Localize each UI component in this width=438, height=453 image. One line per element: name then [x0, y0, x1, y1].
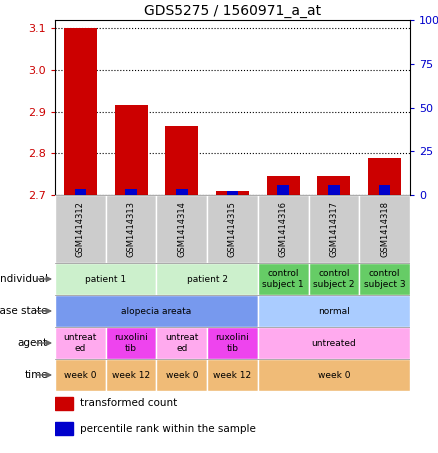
- Bar: [258, 327, 410, 359]
- Bar: [176, 189, 187, 195]
- Bar: [55, 397, 73, 410]
- Bar: [359, 263, 410, 295]
- Text: individual: individual: [0, 274, 48, 284]
- Bar: [55, 195, 106, 263]
- Bar: [115, 106, 148, 195]
- Bar: [106, 359, 156, 391]
- Bar: [258, 359, 410, 391]
- Bar: [156, 327, 207, 359]
- Text: percentile rank within the sample: percentile rank within the sample: [80, 424, 256, 434]
- Bar: [74, 189, 86, 195]
- Text: control
subject 2: control subject 2: [313, 269, 355, 289]
- Text: GSM1414312: GSM1414312: [76, 201, 85, 257]
- Bar: [328, 185, 340, 195]
- Text: control
subject 3: control subject 3: [364, 269, 406, 289]
- Bar: [165, 126, 198, 195]
- Bar: [55, 422, 73, 435]
- Text: GSM1414318: GSM1414318: [380, 201, 389, 257]
- Bar: [207, 359, 258, 391]
- Bar: [309, 263, 359, 295]
- Text: normal: normal: [318, 307, 350, 315]
- Text: agent: agent: [18, 338, 48, 348]
- Text: untreat
ed: untreat ed: [165, 333, 198, 353]
- Text: week 0: week 0: [64, 371, 97, 380]
- Text: week 12: week 12: [213, 371, 251, 380]
- Bar: [55, 295, 258, 327]
- Bar: [106, 195, 156, 263]
- Bar: [368, 158, 401, 195]
- Bar: [156, 263, 258, 295]
- Bar: [277, 185, 289, 195]
- Text: transformed count: transformed count: [80, 399, 177, 409]
- Text: ruxolini
tib: ruxolini tib: [114, 333, 148, 353]
- Text: week 12: week 12: [112, 371, 150, 380]
- Bar: [227, 191, 238, 195]
- Bar: [125, 189, 137, 195]
- Text: ruxolini
tib: ruxolini tib: [215, 333, 249, 353]
- Text: GSM1414316: GSM1414316: [279, 201, 288, 257]
- Bar: [55, 359, 106, 391]
- Title: GDS5275 / 1560971_a_at: GDS5275 / 1560971_a_at: [144, 4, 321, 18]
- Bar: [55, 263, 156, 295]
- Text: GSM1414314: GSM1414314: [177, 201, 186, 257]
- Text: untreated: untreated: [311, 338, 356, 347]
- Text: GSM1414313: GSM1414313: [127, 201, 136, 257]
- Bar: [156, 195, 207, 263]
- Bar: [359, 195, 410, 263]
- Bar: [258, 263, 309, 295]
- Text: control
subject 1: control subject 1: [262, 269, 304, 289]
- Text: alopecia areata: alopecia areata: [121, 307, 191, 315]
- Bar: [258, 295, 410, 327]
- Text: week 0: week 0: [318, 371, 350, 380]
- Text: GSM1414317: GSM1414317: [329, 201, 339, 257]
- Bar: [156, 359, 207, 391]
- Bar: [258, 195, 309, 263]
- Bar: [207, 327, 258, 359]
- Bar: [216, 191, 249, 195]
- Text: patient 1: patient 1: [85, 275, 126, 284]
- Bar: [106, 327, 156, 359]
- Bar: [64, 29, 97, 195]
- Text: disease state: disease state: [0, 306, 48, 316]
- Text: week 0: week 0: [166, 371, 198, 380]
- Bar: [55, 327, 106, 359]
- Bar: [379, 185, 390, 195]
- Bar: [309, 195, 359, 263]
- Bar: [318, 176, 350, 195]
- Text: untreat
ed: untreat ed: [64, 333, 97, 353]
- Bar: [207, 195, 258, 263]
- Text: GSM1414315: GSM1414315: [228, 201, 237, 257]
- Text: time: time: [24, 370, 48, 380]
- Bar: [267, 176, 300, 195]
- Text: patient 2: patient 2: [187, 275, 228, 284]
